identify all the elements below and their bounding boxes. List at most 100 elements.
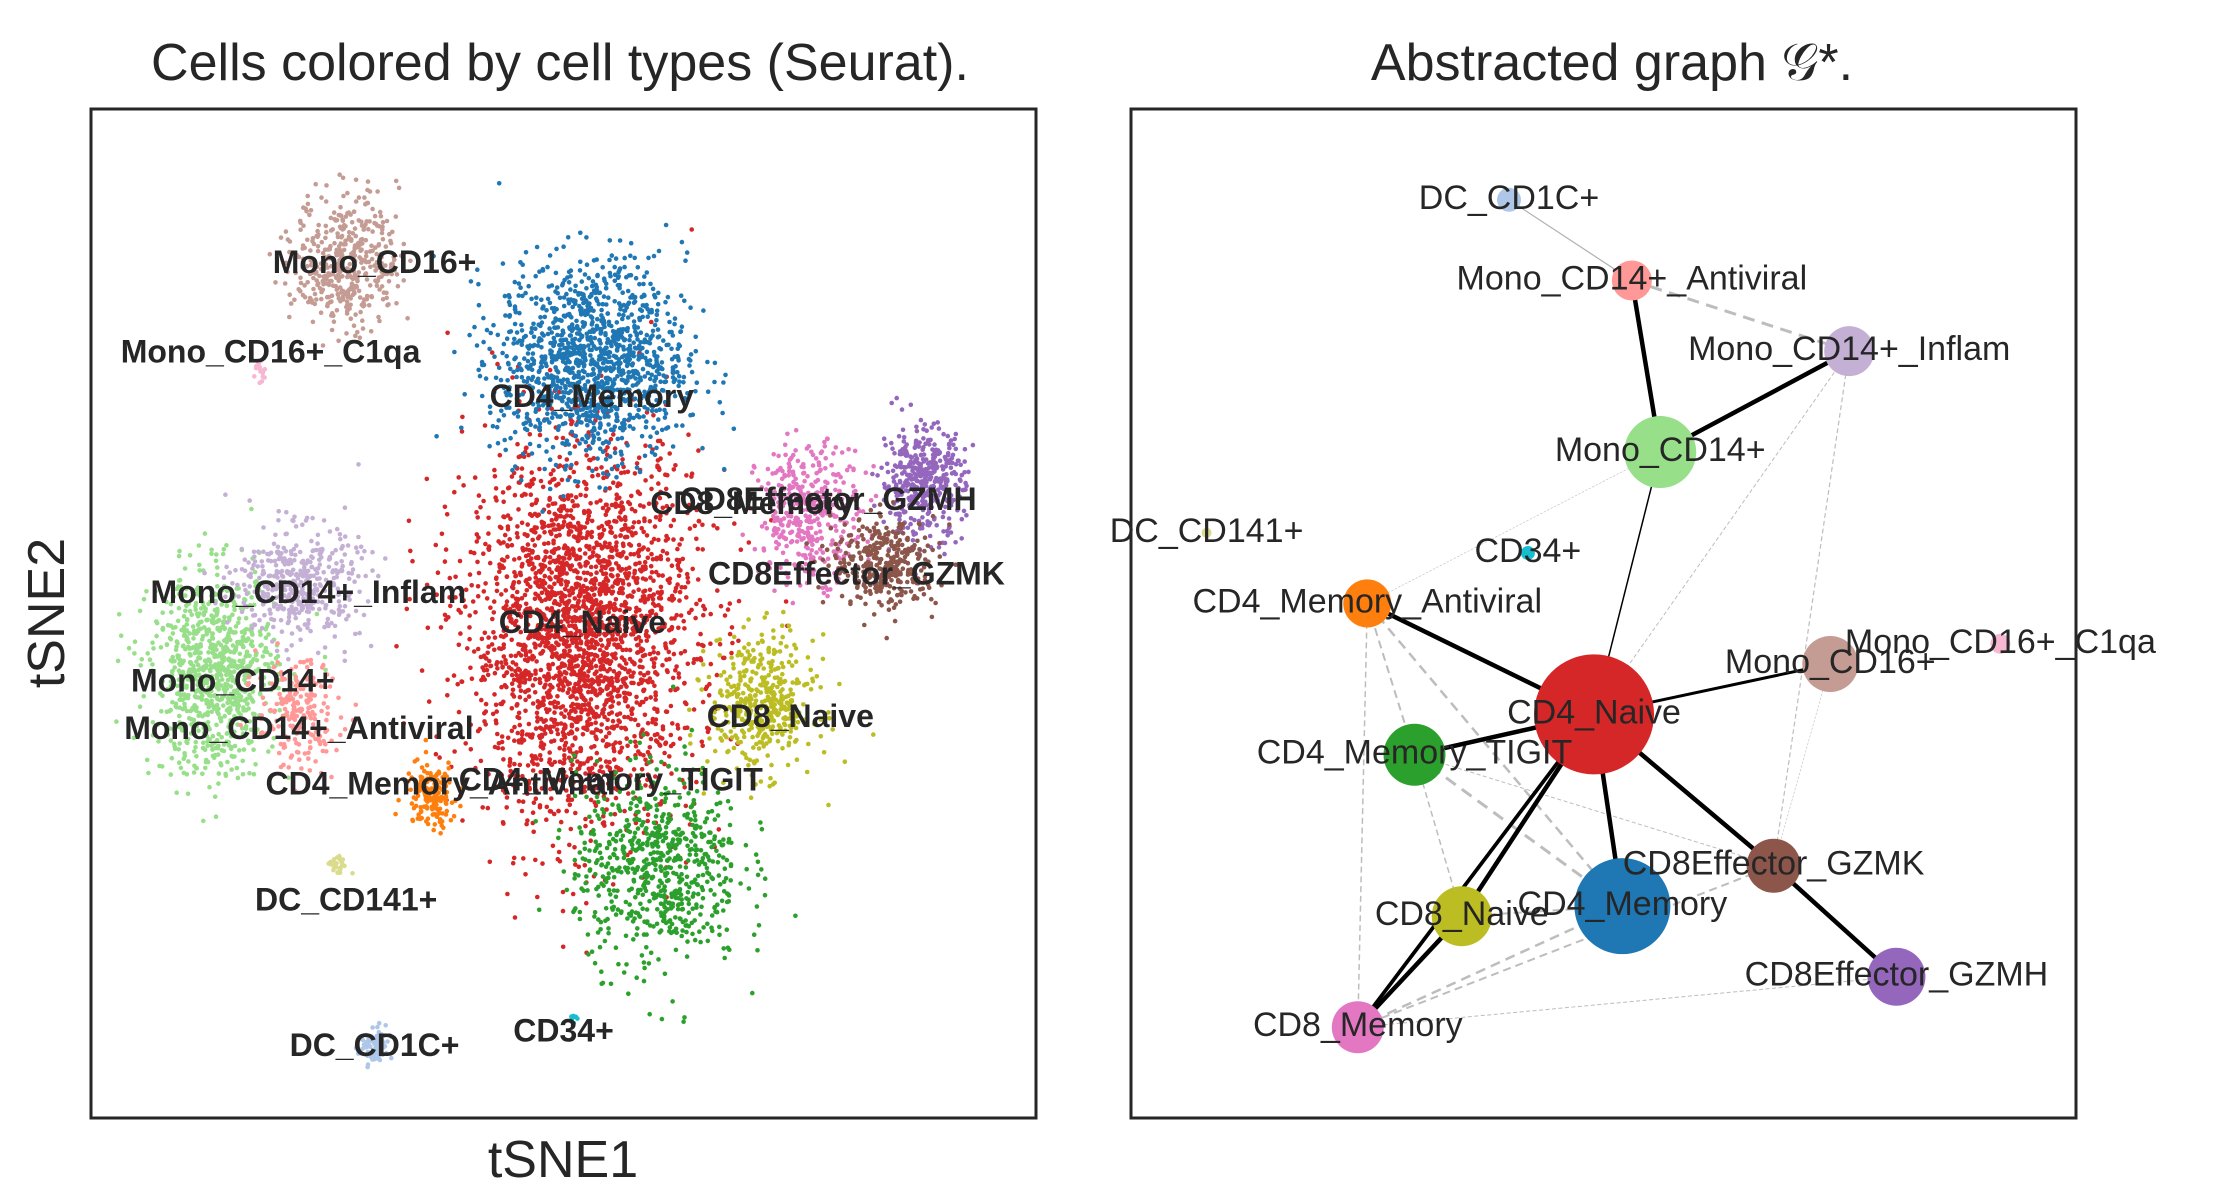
cell-point: [698, 657, 704, 663]
cell-point: [693, 348, 699, 354]
cell-point: [651, 364, 656, 370]
cell-point: [620, 586, 625, 591]
cell-point: [720, 842, 725, 848]
cell-point: [578, 312, 584, 317]
cell-point: [663, 641, 668, 646]
cell-point: [659, 589, 664, 595]
cell-point: [582, 662, 588, 668]
cell-point: [671, 517, 677, 523]
cell-point: [582, 551, 588, 556]
cell-point: [460, 818, 465, 823]
tsne-points: [114, 172, 976, 1070]
cell-point: [584, 874, 589, 879]
cell-point: [584, 433, 589, 439]
cell-point: [645, 314, 650, 320]
cell-point: [645, 555, 651, 561]
cell-point: [479, 359, 485, 365]
cell-point: [619, 566, 625, 572]
cell-point: [653, 697, 658, 702]
cell-point: [692, 833, 697, 839]
cell-point: [599, 643, 605, 648]
cell-point: [557, 676, 562, 682]
cell-point: [632, 830, 638, 836]
cell-point: [531, 334, 537, 340]
cell-point: [659, 880, 664, 886]
cell-point: [579, 830, 584, 836]
cell-point: [535, 719, 540, 724]
cell-point: [607, 666, 613, 672]
cell-point: [630, 525, 635, 530]
cell-point: [526, 721, 532, 727]
cell-point: [642, 274, 647, 279]
cell-point: [632, 323, 637, 329]
cell-point: [632, 661, 637, 667]
cell-point: [634, 700, 639, 705]
cell-point: [560, 441, 565, 446]
cell-point: [667, 929, 672, 934]
cell-point: [603, 906, 609, 911]
cell-point: [654, 803, 659, 808]
cell-point: [673, 845, 678, 851]
cell-point: [630, 292, 635, 298]
cell-point: [598, 331, 603, 336]
cell-point: [653, 717, 659, 722]
cell-point: [547, 560, 553, 565]
cell-point: [494, 588, 500, 594]
cell-point: [641, 732, 646, 737]
cell-point: [492, 635, 498, 640]
cell-point: [519, 596, 525, 601]
cell-point: [667, 451, 672, 456]
cell-point: [567, 749, 573, 754]
cell-point: [539, 519, 545, 525]
cell-point: [610, 718, 616, 724]
cell-point: [580, 436, 585, 442]
cell-point: [562, 743, 568, 748]
cell-point: [409, 801, 415, 806]
cell-point: [530, 768, 536, 773]
cell-point: [492, 467, 497, 473]
cell-point: [614, 764, 619, 770]
cell-point: [618, 684, 624, 690]
cell-point: [587, 457, 592, 463]
cell-point: [576, 369, 581, 375]
cell-point: [561, 313, 567, 319]
cell-point: [596, 893, 601, 898]
cell-point: [562, 345, 567, 351]
cell-point: [595, 431, 601, 436]
cell-point: [491, 610, 497, 615]
cell-point: [592, 335, 598, 341]
cell-point: [537, 534, 542, 539]
cell-point: [513, 662, 519, 667]
cell-point: [708, 887, 713, 893]
cell-point: [476, 367, 482, 373]
cell-point: [532, 596, 538, 602]
cell-point: [572, 288, 578, 294]
cell-point: [474, 539, 480, 544]
cell-point: [566, 711, 572, 717]
cell-point: [521, 335, 527, 340]
cell-point: [576, 292, 581, 297]
cell-point: [537, 753, 543, 758]
cell-point: [519, 342, 525, 348]
cell-point: [594, 570, 599, 575]
cell-point: [488, 663, 493, 669]
cell-point: [575, 326, 580, 331]
cell-point: [524, 588, 530, 593]
cell-point: [641, 281, 646, 287]
cell-point: [452, 749, 457, 754]
cell-point: [641, 687, 646, 693]
cell-point: [580, 702, 585, 708]
cell-point: [650, 557, 656, 562]
cell-point: [649, 570, 655, 575]
cell-point: [510, 692, 515, 697]
cell-point: [592, 910, 598, 915]
cell-point: [504, 336, 510, 342]
cell-point: [516, 710, 522, 716]
cell-point: [574, 556, 579, 562]
cell-point: [585, 560, 590, 566]
cell-point: [650, 874, 656, 880]
cell-point: [513, 355, 518, 361]
cell-point: [653, 670, 658, 675]
cell-point: [667, 900, 672, 906]
cell-point: [711, 523, 716, 528]
